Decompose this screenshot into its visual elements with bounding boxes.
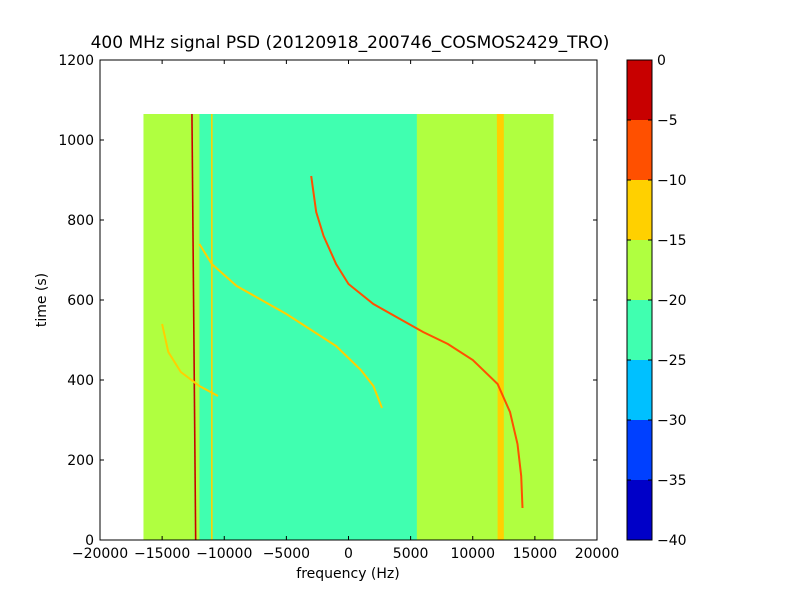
x-tick-label: −10000 xyxy=(196,546,252,562)
y-axis: 0 200 400 600 800 1000 1200 xyxy=(58,53,597,549)
x-tick-label: −5000 xyxy=(263,546,310,562)
doppler-curve-1 xyxy=(198,243,383,409)
colorbar-segment xyxy=(627,240,652,300)
colorbar-tick-label: −30 xyxy=(657,413,687,429)
x-tick-label: −15000 xyxy=(134,546,190,562)
colorbar-segment xyxy=(627,60,652,120)
signal-line-0 xyxy=(191,113,197,541)
colorbar-tick-label: −15 xyxy=(657,233,687,249)
x-tick-label: 10000 xyxy=(450,546,495,562)
y-tick-label: 400 xyxy=(67,373,94,389)
colorbar-tick-label: −40 xyxy=(657,533,687,549)
colorbar-tick-label: −25 xyxy=(657,353,687,369)
spectrogram-heatmap xyxy=(143,113,554,541)
y-tick-label: 800 xyxy=(67,213,94,229)
y-tick-label: 200 xyxy=(67,453,94,469)
heatmap-band-0 xyxy=(143,114,194,540)
colorbar-segment xyxy=(627,300,652,360)
colorbar-segment xyxy=(627,120,652,180)
heatmap-band-2 xyxy=(416,114,554,540)
colorbar-tick-label: 0 xyxy=(657,53,666,69)
y-tick-label: 600 xyxy=(67,293,94,309)
plot-area xyxy=(99,59,598,541)
heatmap-band-1 xyxy=(193,114,200,540)
y-tick-label: 1200 xyxy=(58,53,94,69)
x-tick-label: −20000 xyxy=(72,546,128,562)
colorbar: 0 −5 −10 −15 −20 −25 −30 −35 −40 xyxy=(626,53,687,549)
y-tick-label: 0 xyxy=(85,533,94,549)
x-tick-label: 20000 xyxy=(575,546,620,562)
colorbar-tick-label: −5 xyxy=(657,113,678,129)
x-tick-label: 5000 xyxy=(393,546,429,562)
colorbar-tick-label: −20 xyxy=(657,293,687,309)
colorbar-tick-label: −35 xyxy=(657,473,687,489)
heatmap-band-3 xyxy=(497,114,504,540)
x-axis: −20000 −15000 −10000 −5000 0 5000 10000 15000 20… xyxy=(72,60,619,562)
y-axis-label: time (s) xyxy=(34,273,50,327)
colorbar-tick-label: −10 xyxy=(657,173,687,189)
colorbar-segment xyxy=(627,180,652,240)
colorbar-segment xyxy=(627,480,652,540)
colorbar-segment xyxy=(627,420,652,480)
chart-title: 400 MHz signal PSD (20120918_200746_COSM… xyxy=(91,33,610,53)
x-tick-label: 0 xyxy=(344,546,353,562)
x-tick-label: 15000 xyxy=(513,546,558,562)
x-axis-label: frequency (Hz) xyxy=(296,566,399,582)
colorbar-segment xyxy=(627,360,652,420)
y-tick-label: 1000 xyxy=(58,133,94,149)
signal-line-2 xyxy=(496,113,501,541)
doppler-curve-2 xyxy=(161,323,219,397)
doppler-curve-0 xyxy=(310,175,524,509)
